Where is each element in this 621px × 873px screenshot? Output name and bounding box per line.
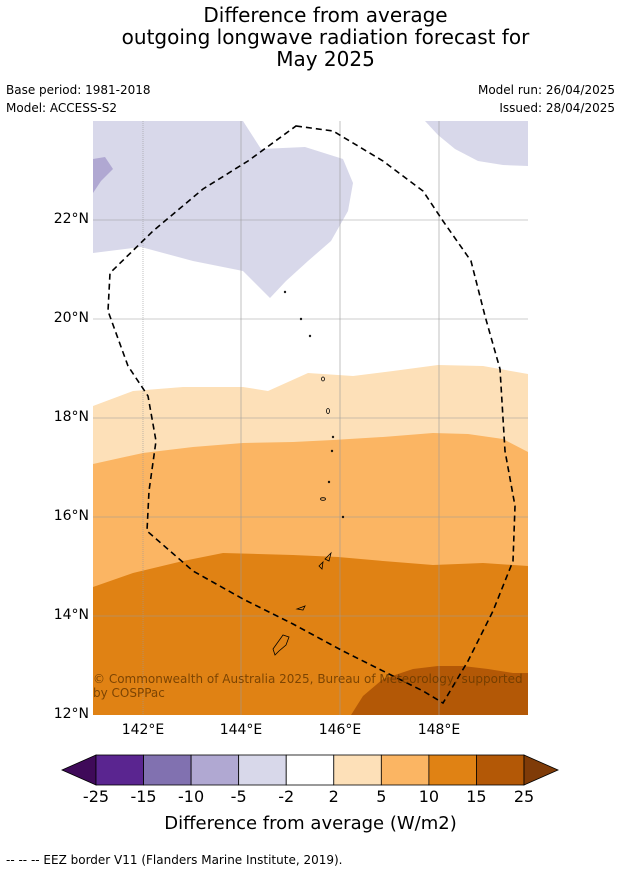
colorbar-tick-label: 25 [513, 787, 535, 806]
lon-label-144: 144°E [219, 722, 263, 738]
title-line-1: Difference from average [203, 3, 448, 27]
colorbar-extend-high [523, 754, 559, 786]
title-line-3: May 2025 [276, 47, 375, 71]
island-small-2 [330, 449, 334, 453]
island-guam [272, 634, 290, 656]
region-minus5-minus2-ne [425, 121, 528, 166]
colorbar-tick-label: 15 [466, 787, 487, 806]
colorbar-segments [95, 754, 525, 786]
lat-label-12: 12°N [53, 706, 89, 722]
island-tinian [318, 560, 324, 570]
region-minus10-minus5 [93, 157, 113, 193]
lat-label-14: 14°N [53, 607, 89, 623]
meta-right: Model run: 26/04/2025 Issued: 28/04/2025 [478, 81, 615, 117]
colorbar-segment [285, 754, 335, 786]
colorbar [61, 754, 559, 786]
colorbar-segment [95, 754, 144, 786]
issued-date: Issued: 28/04/2025 [499, 101, 615, 115]
lat-label-16: 16°N [53, 508, 89, 524]
colorbar-label: Difference from average (W/m2) [164, 813, 457, 834]
lon-label-146: 146°E [318, 722, 362, 738]
colorbar-tick-label: -25 [82, 787, 110, 806]
lat-label-18: 18°N [53, 409, 89, 425]
colorbar-tick-label: 5 [376, 787, 387, 806]
region-minus5-minus2 [93, 121, 353, 298]
colorbar-tick-label: 10 [418, 787, 440, 806]
model-run: Model run: 26/04/2025 [477, 83, 615, 97]
eez-legend: -- -- -- EEZ border V11 (Flanders Marine… [6, 853, 343, 867]
island-rota [295, 605, 306, 611]
title-line-2: outgoing longwave radiation forecast for [121, 25, 530, 49]
colorbar-segment [476, 754, 525, 786]
colorbar-extend-low [61, 754, 97, 786]
forecast-map [93, 121, 528, 715]
lon-label-148: 148°E [417, 722, 461, 738]
gridlines [93, 121, 528, 715]
base-period: Base period: 1981-2018 [6, 83, 151, 97]
colorbar-tick-label: -10 [178, 787, 205, 806]
colorbar-segment [190, 754, 240, 786]
colorbar-tick-label: -5 [230, 787, 247, 806]
lat-label-22: 22°N [53, 211, 89, 227]
island-small-7 [283, 290, 287, 294]
eez-border [107, 125, 516, 705]
colorbar-segment [238, 754, 287, 786]
meta-left: Base period: 1981-2018 Model: ACCESS-S2 [6, 81, 151, 117]
copyright-notice: © Commonwealth of Australia 2025, Bureau… [93, 672, 523, 700]
lon-label-142: 142°E [121, 722, 165, 738]
island-agrihan [321, 376, 325, 382]
island-small-1 [331, 435, 335, 439]
island-small-3 [327, 480, 331, 484]
islands [272, 290, 345, 656]
island-pagan [326, 408, 330, 414]
map-title: Difference from average outgoing longwav… [0, 4, 621, 70]
colorbar-segment [428, 754, 477, 786]
model-name: Model: ACCESS-S2 [6, 101, 118, 115]
colorbar-segment [380, 754, 430, 786]
island-saipan [324, 551, 332, 562]
colorbar-segment [143, 754, 192, 786]
island-anatahan [320, 497, 326, 501]
lat-label-20: 20°N [53, 310, 89, 326]
colorbar-tick-label: -2 [278, 787, 295, 806]
island-small-6 [308, 334, 312, 338]
colorbar-segment [333, 754, 382, 786]
island-small-5 [299, 317, 303, 321]
island-small-4 [341, 515, 345, 519]
colorbar-tick-label: -15 [130, 787, 157, 806]
region-15-25 [351, 666, 528, 715]
colorbar-tick-label: 2 [328, 787, 339, 806]
